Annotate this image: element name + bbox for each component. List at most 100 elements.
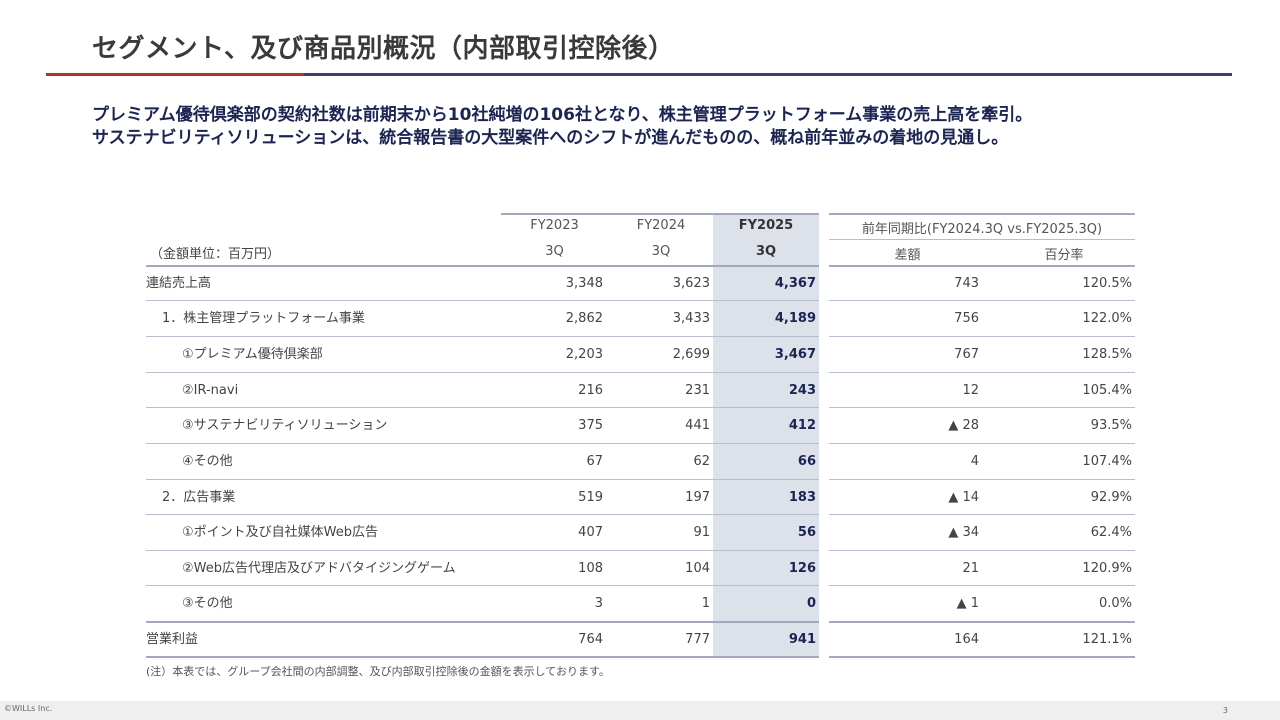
value-pct: 128.5% (1082, 347, 1132, 362)
row-rule (829, 300, 1135, 301)
row-rule (146, 336, 819, 337)
header-fy2023: FY2023 (530, 218, 579, 233)
row-label: ①プレミアム優待倶楽部 (182, 347, 323, 362)
header-top-rule-yoy (829, 213, 1135, 215)
value-pct: 62.4% (1090, 525, 1132, 540)
lead-line-2: サステナビリティソリューションは、統合報告書の大型案件へのシフトが進んだものの、… (92, 128, 1009, 148)
value-fy2024: 777 (685, 632, 710, 647)
row-rule-strong (829, 621, 1135, 623)
value-pct: 105.4% (1082, 383, 1132, 398)
row-rule (829, 585, 1135, 586)
value-fy2023: 519 (578, 490, 603, 505)
header-bottom-rule (146, 265, 819, 267)
header-pct: 百分率 (1044, 248, 1084, 263)
value-fy2023: 375 (578, 418, 603, 433)
table-footnote: (注）本表では、グループ会社間の内部調整、及び内部取引控除後の金額を表示しており… (146, 665, 610, 678)
table-row-consolidated-sales: 連結売上高 3,348 3,623 4,367 743 120.5% (146, 266, 1136, 301)
table-row-advertising-other: ③その他 3 1 0 ▲ 1 0.0% (146, 586, 1136, 621)
row-label: ②IR-navi (182, 383, 239, 398)
page-number: 3 (1222, 706, 1228, 715)
value-fy2024: 62 (693, 454, 710, 469)
row-label: 連結売上高 (146, 276, 212, 291)
table-row-advertising: 2．広告事業 519 197 183 ▲ 14 92.9% (146, 480, 1136, 515)
header-fy2025-quarter: 3Q (755, 244, 777, 259)
value-fy2025: 412 (788, 418, 816, 433)
header-mid-rule-yoy (829, 239, 1135, 240)
value-fy2025: 0 (806, 596, 816, 611)
row-label: ④その他 (182, 454, 233, 469)
row-rule (146, 479, 819, 480)
value-fy2024: 197 (685, 490, 710, 505)
header-fy2024: FY2024 (636, 218, 686, 233)
table-row-ir-navi: ②IR-navi 216 231 243 12 105.4% (146, 373, 1136, 408)
value-pct: 122.0% (1082, 311, 1132, 326)
header-yoy-group: 前年同期比(FY2024.3Q vs.FY2025.3Q) (861, 222, 1103, 237)
header-bottom-rule-yoy (829, 265, 1135, 267)
fy2025-highlight-column (713, 214, 819, 657)
row-label: ②Web広告代理店及びアドバタイジングゲーム (182, 561, 456, 576)
row-label: ①ポイント及び自社媒体Web広告 (182, 525, 378, 540)
lead-text: プレミアム優待倶楽部の契約社数は前期末から10社純増の106社となり、株主管理プ… (92, 104, 1212, 150)
row-rule (829, 443, 1135, 444)
value-diff: 767 (954, 347, 979, 362)
value-pct: 107.4% (1082, 454, 1132, 469)
row-rule (146, 372, 819, 373)
header-diff: 差額 (894, 248, 921, 263)
row-rule (146, 300, 819, 301)
lead-line-1: プレミアム優待倶楽部の契約社数は前期末から10社純増の106社となり、株主管理プ… (92, 105, 1033, 125)
value-diff: ▲ 14 (948, 490, 979, 505)
value-diff: ▲ 1 (956, 596, 979, 611)
value-pct: 121.1% (1082, 632, 1132, 647)
value-fy2025: 183 (788, 490, 816, 505)
row-rule (829, 479, 1135, 480)
value-fy2023: 2,203 (565, 347, 603, 362)
row-label: ③その他 (182, 596, 233, 611)
row-rule (829, 336, 1135, 337)
title-rule (304, 73, 1232, 76)
value-diff: 21 (962, 561, 979, 576)
value-fy2023: 407 (578, 525, 603, 540)
copyright: ©WILLs Inc. (4, 704, 53, 713)
value-fy2023: 216 (578, 383, 603, 398)
value-fy2023: 764 (578, 632, 603, 647)
table-row-shareholder-platform: 1．株主管理プラットフォーム事業 2,862 3,433 4,189 756 1… (146, 301, 1136, 336)
row-label: 1．株主管理プラットフォーム事業 (162, 311, 365, 326)
table-row-point-web-ads: ①ポイント及び自社媒体Web広告 407 91 56 ▲ 34 62.4% (146, 515, 1136, 550)
header-fy2024-quarter: 3Q (651, 244, 671, 259)
table-row-sustainability: ③サステナビリティソリューション 375 441 412 ▲ 28 93.5% (146, 408, 1136, 443)
row-label: 2．広告事業 (162, 490, 236, 505)
row-rule (829, 514, 1135, 515)
row-rule (146, 550, 819, 551)
value-diff: 164 (954, 632, 979, 647)
value-fy2025: 243 (788, 383, 816, 398)
header-fy2023-quarter: 3Q (545, 244, 564, 259)
value-fy2024: 1 (701, 596, 710, 611)
table-row-operating-profit: 営業利益 764 777 941 164 121.1% (146, 622, 1136, 657)
value-pct: 0.0% (1098, 596, 1132, 611)
value-fy2025: 126 (788, 561, 816, 576)
value-pct: 120.9% (1082, 561, 1132, 576)
value-fy2025: 4,367 (774, 276, 816, 291)
row-rule (829, 550, 1135, 551)
row-rule (146, 585, 819, 586)
value-diff: 743 (954, 276, 979, 291)
unit-label: （金額単位：百万円） (150, 247, 281, 262)
value-fy2024: 2,699 (672, 347, 710, 362)
row-label: 営業利益 (146, 632, 199, 647)
value-fy2024: 91 (693, 525, 710, 540)
value-fy2024: 3,433 (672, 311, 710, 326)
table-row-platform-other: ④その他 67 62 66 4 107.4% (146, 444, 1136, 479)
value-pct: 92.9% (1090, 490, 1132, 505)
value-fy2024: 3,623 (672, 276, 710, 291)
value-diff: 4 (970, 454, 979, 469)
value-pct: 120.5% (1082, 276, 1132, 291)
value-diff: ▲ 28 (948, 418, 979, 433)
value-pct: 93.5% (1090, 418, 1132, 433)
table-bottom-rule (146, 656, 819, 658)
header-top-rule (501, 213, 819, 215)
footer-bar (0, 701, 1280, 720)
value-fy2023: 3,348 (565, 276, 603, 291)
value-fy2025: 56 (797, 525, 816, 540)
row-rule (146, 407, 819, 408)
value-fy2024: 231 (685, 383, 710, 398)
